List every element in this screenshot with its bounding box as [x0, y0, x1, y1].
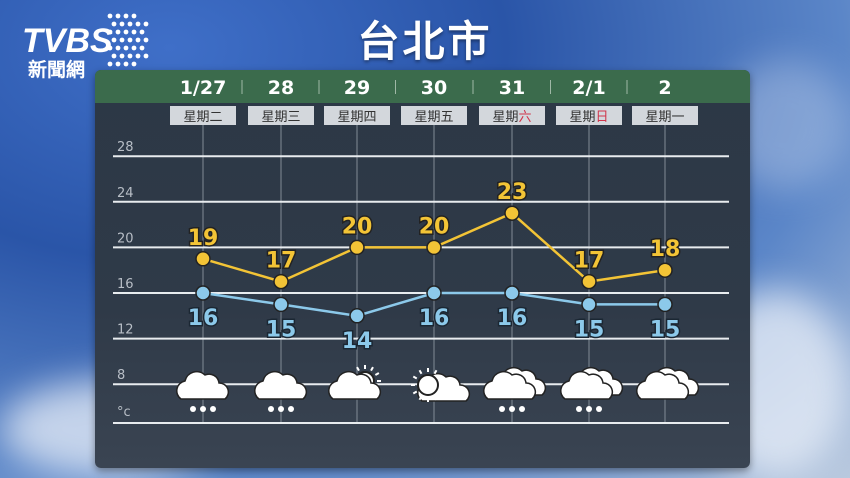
weekday-badge — [401, 106, 467, 125]
date-label: 2 — [658, 77, 671, 99]
weekday-label: 星期三 — [261, 110, 300, 125]
y-tick-label: 12 — [117, 323, 134, 338]
weekday-label: 星期日 — [569, 110, 608, 125]
high-temp-point — [657, 262, 673, 278]
low-temp-label: 16 — [497, 306, 528, 331]
low-temp-point — [195, 285, 211, 301]
low-temp-point — [504, 285, 520, 301]
high-temp-label: 18 — [650, 237, 681, 262]
low-temp-point — [657, 296, 673, 313]
y-tick-label: 24 — [117, 186, 134, 201]
date-label: 30 — [421, 77, 447, 99]
weekday-label: 星期四 — [337, 110, 376, 125]
high-temp-point — [273, 273, 289, 290]
sunny-cloud-icon — [411, 368, 471, 402]
low-temp-label: 16 — [188, 306, 219, 331]
rain-icon — [254, 370, 308, 412]
weekday-badge — [324, 106, 390, 125]
cloudy-icon — [636, 366, 700, 400]
rain-icon — [176, 370, 230, 412]
y-tick-label: 8 — [117, 368, 125, 383]
high-temp-label: 20 — [342, 214, 373, 239]
high-temp-point — [504, 205, 520, 221]
low-temp-point — [349, 308, 365, 324]
cloudy-rain-icon — [560, 366, 624, 412]
date-header-band — [95, 70, 750, 103]
high-temp-label: 20 — [419, 214, 450, 239]
partly-sunny-icon — [328, 365, 382, 400]
date-label: 31 — [499, 77, 525, 99]
high-temp-label: 23 — [497, 180, 528, 205]
date-label: 28 — [268, 77, 294, 99]
low-temp-label: 15 — [574, 317, 605, 342]
weekday-label: 星期二 — [183, 110, 222, 125]
high-temp-label: 19 — [188, 226, 219, 251]
weekday-label: 星期一 — [645, 110, 684, 125]
forecast-panel: 1/27 星期二 28 星期三 29 星期四 30 星期五 31 星期六 2/1 星期日 2 星期一 28 2… — [95, 70, 750, 468]
unit-label: °c — [117, 405, 131, 420]
high-temp-point — [349, 239, 365, 256]
weekday-label: 星期五 — [414, 110, 453, 125]
high-temp-point — [426, 239, 442, 256]
high-temp-point — [581, 273, 597, 290]
weekday-badge — [479, 106, 545, 125]
temperature-chart: 1/27 星期二 28 星期三 29 星期四 30 星期五 31 星期六 2/1 星期日 2 星期一 28 2… — [113, 77, 729, 424]
weekday-badge — [170, 106, 236, 125]
low-temp-point — [273, 296, 289, 313]
date-label: 2/1 — [572, 77, 605, 99]
high-temp-point — [195, 251, 211, 267]
weekday-badge — [248, 106, 314, 125]
low-temp-label: 15 — [650, 317, 681, 342]
cloudy-rain-icon — [483, 366, 547, 412]
low-temp-label: 14 — [342, 329, 373, 354]
svg-text:TVBS: TVBS — [22, 22, 113, 60]
y-tick-label: 28 — [117, 140, 134, 155]
y-tick-label: 20 — [117, 231, 134, 246]
date-label: 29 — [344, 77, 370, 99]
high-temp-label: 17 — [266, 249, 297, 274]
svg-text:新聞網: 新聞網 — [28, 58, 85, 80]
weekday-badge — [556, 106, 622, 125]
low-temp-point — [581, 296, 597, 313]
y-tick-label: 16 — [117, 277, 134, 292]
high-temp-label: 17 — [574, 249, 605, 274]
page-title: 台北市 — [357, 17, 493, 66]
tvbs-logo: TVBS 新聞網 — [22, 13, 149, 80]
date-label: 1/27 — [180, 77, 227, 99]
low-temp-label: 15 — [266, 317, 297, 342]
low-temp-point — [426, 285, 442, 301]
low-temp-label: 16 — [419, 306, 450, 331]
weekday-badge — [632, 106, 698, 125]
weekday-label: 星期六 — [492, 110, 531, 125]
